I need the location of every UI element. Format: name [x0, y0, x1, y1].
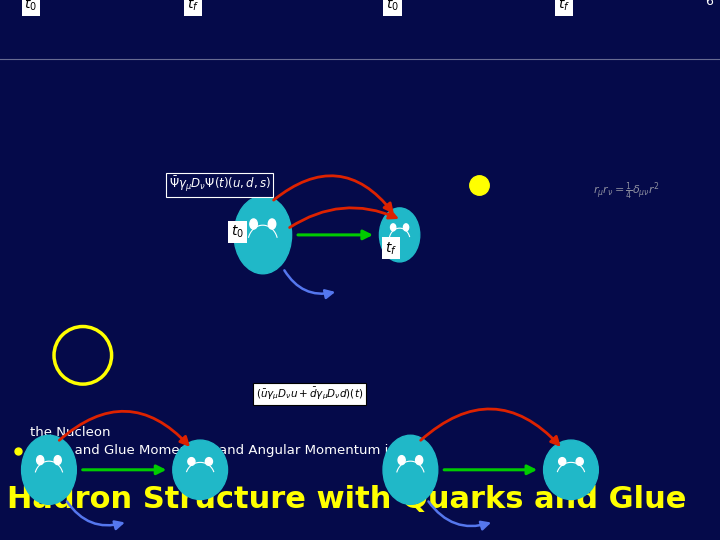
Ellipse shape — [173, 440, 228, 500]
Text: $t_f$: $t_f$ — [385, 240, 397, 256]
FancyArrowPatch shape — [298, 231, 369, 239]
FancyArrowPatch shape — [428, 502, 489, 529]
Ellipse shape — [383, 435, 438, 504]
Text: Hadron Structure with Quarks and Glue: Hadron Structure with Quarks and Glue — [7, 485, 687, 514]
FancyArrowPatch shape — [289, 208, 396, 227]
Ellipse shape — [205, 457, 212, 465]
Text: $r_\mu r_\nu{=}\frac{1}{4}\delta_{\mu\nu}r^2$: $r_\mu r_\nu{=}\frac{1}{4}\delta_{\mu\nu… — [593, 181, 660, 202]
FancyArrowPatch shape — [420, 409, 559, 445]
Text: $t_0$: $t_0$ — [386, 0, 399, 13]
Ellipse shape — [398, 456, 405, 464]
Text: $t_0$: $t_0$ — [231, 224, 244, 240]
Text: Quark and Glue Momentum and Angular Momentum in: Quark and Glue Momentum and Angular Mome… — [30, 444, 397, 457]
Ellipse shape — [403, 224, 409, 231]
Ellipse shape — [22, 435, 76, 504]
Ellipse shape — [544, 440, 598, 500]
Text: $\bar{\Psi}\gamma_\mu D_\nu\Psi(t)(u,d,s)$: $\bar{\Psi}\gamma_\mu D_\nu\Psi(t)(u,d,s… — [168, 175, 271, 194]
FancyArrowPatch shape — [444, 466, 534, 474]
Ellipse shape — [250, 219, 257, 229]
FancyArrowPatch shape — [274, 176, 392, 211]
Ellipse shape — [269, 219, 276, 229]
Text: $(\bar{u}\gamma_\mu D_\nu u+\bar{d}\gamma_\mu D_\nu d)(t)$: $(\bar{u}\gamma_\mu D_\nu u+\bar{d}\gamm… — [256, 386, 363, 402]
Ellipse shape — [37, 456, 44, 464]
Ellipse shape — [379, 208, 420, 262]
Ellipse shape — [54, 456, 61, 464]
FancyArrowPatch shape — [83, 466, 163, 474]
Text: $t_0$: $t_0$ — [24, 0, 37, 13]
Ellipse shape — [559, 457, 566, 465]
Ellipse shape — [576, 457, 583, 465]
Ellipse shape — [188, 457, 195, 465]
FancyArrowPatch shape — [67, 502, 122, 529]
Text: $t_f$: $t_f$ — [187, 0, 199, 13]
Ellipse shape — [390, 224, 396, 231]
Ellipse shape — [415, 456, 423, 464]
FancyArrowPatch shape — [59, 411, 188, 444]
Ellipse shape — [234, 196, 292, 274]
FancyArrowPatch shape — [284, 271, 333, 298]
Text: 6: 6 — [705, 0, 713, 8]
Text: $t_f$: $t_f$ — [558, 0, 570, 13]
Text: the Nucleon: the Nucleon — [30, 426, 111, 438]
